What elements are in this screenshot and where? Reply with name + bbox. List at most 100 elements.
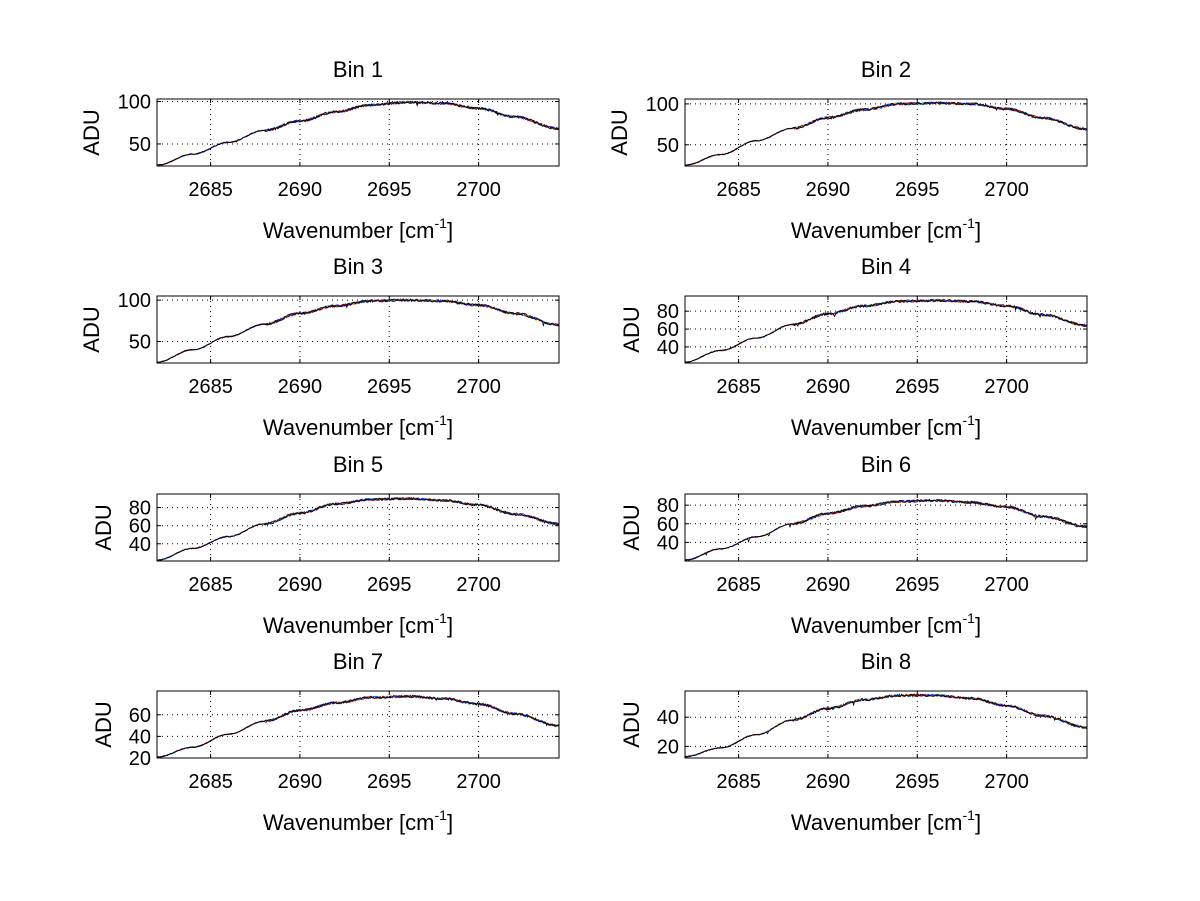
- y-tick-label: 40: [657, 707, 679, 729]
- x-tick-label: 2695: [367, 179, 412, 201]
- x-tick-label: 2695: [895, 771, 940, 793]
- series-line: [156, 694, 560, 758]
- x-axis-label: Wavenumber [cm-1]: [791, 610, 981, 638]
- y-tick-label: 50: [129, 331, 151, 353]
- x-axis-label: Wavenumber [cm-1]: [791, 807, 981, 835]
- subplot-3: 2685 2690 2695 2700 50 100 Bin 3 Wavenumber [cm…: [79, 254, 560, 440]
- y-tick-label: 40: [129, 726, 151, 748]
- subplot-8: 2685 2690 2695 2700 20 40 Bin 8 Wavenumber [cm-…: [619, 649, 1088, 835]
- y-tick-label: 20: [129, 748, 151, 770]
- x-tick-label: 2700: [456, 376, 501, 398]
- x-tick-label: 2685: [188, 574, 233, 596]
- x-tick-label: 2700: [984, 179, 1029, 201]
- y-axis-label: ADU: [91, 701, 116, 747]
- axes-frame: [156, 295, 560, 364]
- x-axis-label: Wavenumber [cm-1]: [263, 215, 453, 243]
- x-tick-label: 2690: [278, 179, 323, 201]
- series-line: [156, 497, 560, 561]
- y-tick-label: 20: [657, 736, 679, 758]
- series-line: [156, 100, 560, 166]
- series-line: [684, 498, 1088, 561]
- x-tick-label: 2695: [895, 376, 940, 398]
- y-tick-label: 50: [129, 134, 151, 156]
- series-line: [156, 694, 560, 758]
- series-line: [684, 101, 1088, 166]
- x-tick-label: 2695: [895, 574, 940, 596]
- panel-title: Bin 7: [333, 649, 383, 674]
- x-axis-label: Wavenumber [cm-1]: [791, 215, 981, 243]
- panel-title: Bin 2: [861, 57, 911, 82]
- y-tick-label: 50: [657, 135, 679, 157]
- series-line: [156, 496, 560, 561]
- panel-title: Bin 1: [333, 57, 383, 82]
- y-axis-label: ADU: [607, 109, 632, 155]
- series-line: [684, 499, 1088, 561]
- y-tick-label: 60: [129, 516, 151, 538]
- y-tick-label: 80: [657, 495, 679, 517]
- x-tick-label: 2695: [367, 771, 412, 793]
- series-line: [684, 101, 1088, 166]
- x-axis-label: Wavenumber [cm-1]: [791, 412, 981, 440]
- series-line: [684, 298, 1088, 363]
- x-tick-label: 2700: [456, 574, 501, 596]
- series-line: [156, 100, 560, 166]
- series-line: [684, 693, 1088, 758]
- y-tick-label: 60: [129, 705, 151, 727]
- y-tick-label: 100: [118, 92, 151, 114]
- y-axis-label: ADU: [79, 306, 104, 352]
- axes-frame: [684, 493, 1088, 562]
- series-line: [685, 101, 1088, 166]
- y-axis-label: ADU: [619, 701, 644, 747]
- y-axis-label: ADU: [619, 504, 644, 550]
- series-line: [684, 101, 1088, 167]
- x-tick-label: 2685: [716, 376, 761, 398]
- x-tick-label: 2685: [716, 179, 761, 201]
- y-tick-label: 80: [657, 301, 679, 323]
- series-line: [684, 693, 1088, 758]
- x-tick-label: 2690: [278, 574, 323, 596]
- x-tick-label: 2700: [984, 376, 1029, 398]
- series-line: [156, 100, 560, 166]
- series-line: [156, 694, 560, 758]
- y-axis-label: ADU: [91, 504, 116, 550]
- series-line: [156, 496, 560, 561]
- x-tick-label: 2700: [456, 179, 501, 201]
- panel-title: Bin 5: [333, 452, 383, 477]
- x-axis-label: Wavenumber [cm-1]: [263, 412, 453, 440]
- x-tick-label: 2690: [278, 376, 323, 398]
- series-line: [684, 298, 1088, 363]
- series-line: [684, 693, 1088, 757]
- x-tick-label: 2700: [984, 771, 1029, 793]
- y-tick-label: 80: [129, 498, 151, 520]
- panel-title: Bin 6: [861, 452, 911, 477]
- series-line: [156, 298, 559, 364]
- series-line: [684, 298, 1088, 363]
- y-axis-label: ADU: [619, 306, 644, 352]
- axes-frame: [156, 98, 560, 167]
- y-axis-label: ADU: [79, 109, 104, 155]
- series-line: [156, 496, 560, 561]
- y-tick-label: 100: [646, 94, 679, 116]
- axes-frame: [684, 98, 1088, 167]
- x-tick-label: 2685: [716, 771, 761, 793]
- series-line: [684, 101, 1088, 166]
- series-line: [156, 694, 560, 758]
- y-tick-label: 40: [129, 534, 151, 556]
- x-tick-label: 2685: [716, 574, 761, 596]
- subplot-1: 2685 2690 2695 2700 50 100 Bin 1 Wavenumber [cm…: [79, 57, 560, 243]
- series-line: [684, 298, 1088, 363]
- x-tick-label: 2700: [456, 771, 501, 793]
- x-tick-label: 2690: [806, 574, 851, 596]
- y-tick-label: 100: [118, 290, 151, 312]
- series-line: [156, 694, 560, 758]
- series-line: [156, 100, 560, 166]
- x-tick-label: 2690: [278, 771, 323, 793]
- x-tick-label: 2685: [188, 376, 233, 398]
- y-tick-label: 60: [657, 319, 679, 341]
- series-line: [156, 496, 560, 561]
- series-line: [684, 298, 1088, 363]
- x-tick-label: 2690: [806, 179, 851, 201]
- x-tick-label: 2690: [806, 771, 851, 793]
